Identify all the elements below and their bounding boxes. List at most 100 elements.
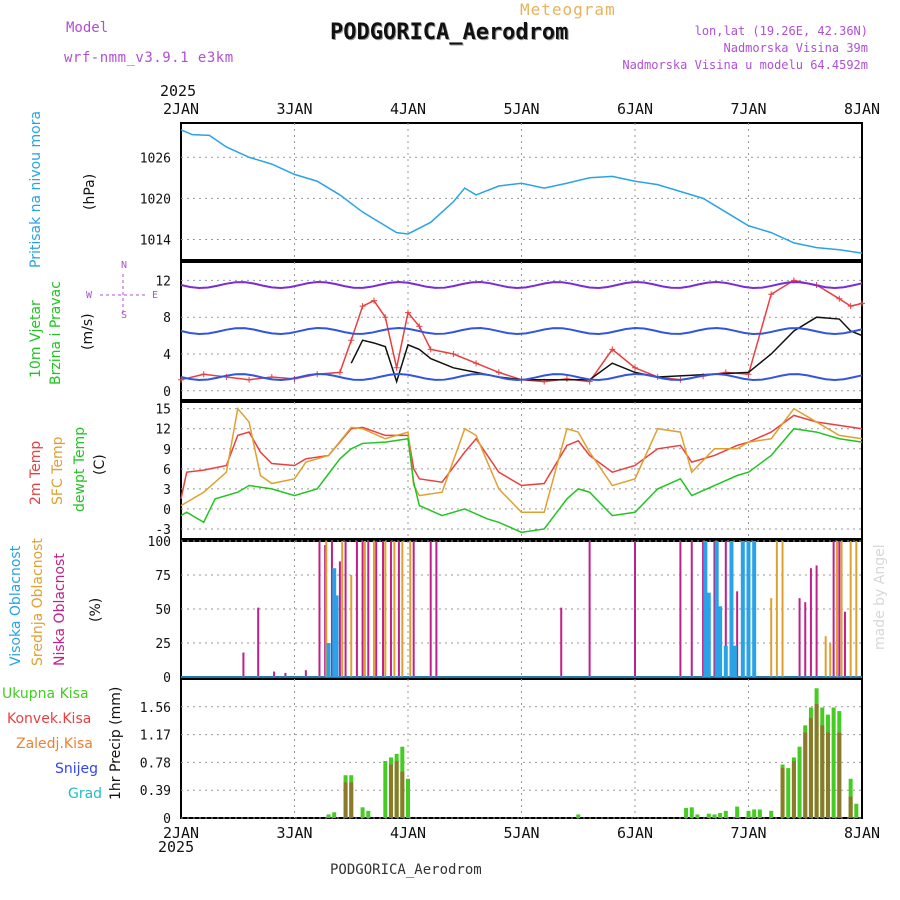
- cloud-bar: [363, 541, 366, 677]
- x-tick-label-top: 4JAN: [390, 100, 426, 118]
- compass-s: S: [121, 310, 127, 321]
- x-tick-label-top: 8JAN: [844, 100, 880, 118]
- precip-bar: [689, 807, 694, 818]
- precip-bar: [757, 809, 762, 818]
- cloud-bar: [325, 541, 328, 677]
- wind-speed-marker: [416, 323, 423, 330]
- cloud-bar: [729, 541, 734, 677]
- meteogram-label: Meteogram: [520, 0, 616, 19]
- cloud-bar: [752, 541, 757, 677]
- y-tick-label: 1020: [140, 192, 171, 207]
- wind-speed-marker: [393, 364, 400, 371]
- cloud-bar: [304, 670, 307, 677]
- y-tick-label: -3: [155, 523, 171, 538]
- cloud-bar: [397, 541, 400, 677]
- y-tick-label: 12: [155, 423, 171, 438]
- cloud-bar: [355, 541, 358, 677]
- precip-legend-conv: Konvek.Kisa: [7, 711, 92, 727]
- precip-bar: [803, 732, 808, 818]
- y-tick-label: 8: [163, 311, 171, 326]
- precip-bar: [684, 808, 689, 818]
- cloud-bar: [781, 541, 784, 677]
- x-tick-label-bottom: 7JAN: [730, 824, 766, 842]
- precip-bar: [780, 768, 785, 818]
- y-tick-label: 0: [163, 812, 171, 827]
- cloud-bar: [382, 541, 385, 677]
- compass-n: N: [121, 260, 127, 271]
- precip-bar: [735, 806, 740, 818]
- cloud-bar: [855, 541, 858, 677]
- cloud-bar: [318, 541, 321, 677]
- cloud-bar: [326, 643, 331, 677]
- wind-speed-marker: [563, 375, 570, 382]
- lonlat: lon,lat (19.26E, 42.36N): [694, 24, 868, 38]
- wind-speed-marker: [632, 364, 638, 371]
- cloud-bar: [384, 541, 387, 677]
- page-title: PODGORICA_Aerodrom: [330, 20, 569, 45]
- cloud-bar: [809, 568, 812, 677]
- precip-bar: [814, 703, 819, 818]
- cloud-bar: [409, 541, 412, 677]
- wind-speed-marker: [200, 371, 207, 378]
- panel-frame: [180, 678, 863, 819]
- y-tick-label: 1.56: [140, 701, 171, 716]
- x-tick-label-top: 2JAN: [163, 100, 199, 118]
- model-elevation: Nadmorska Visina u modelu 64.4592m: [622, 58, 868, 72]
- y-tick-label: 25: [155, 637, 171, 652]
- precip-bar: [837, 732, 842, 818]
- y-tick-label: 1026: [140, 151, 171, 166]
- precip-bar: [394, 760, 399, 818]
- cloud-bar: [284, 672, 287, 677]
- y-tick-label: 75: [155, 569, 171, 584]
- x-tick-label-bottom: 8JAN: [844, 824, 880, 842]
- precip-bar: [712, 814, 717, 818]
- wind-direction-band: [180, 326, 863, 336]
- wind-speed-marker: [336, 369, 343, 376]
- temp-line-1: [180, 406, 863, 514]
- y-tick-label: 0.78: [140, 756, 171, 771]
- cloud-bar: [372, 541, 375, 677]
- cloud-bar: [798, 598, 801, 677]
- cloud-bar: [849, 541, 852, 677]
- cloud-bar: [393, 541, 396, 677]
- panel-frame: [180, 401, 863, 540]
- cloud-bar: [746, 541, 751, 677]
- precip-bar: [349, 782, 354, 818]
- precip-bar: [831, 707, 836, 818]
- model-label: Model: [66, 20, 109, 36]
- cloud-bar: [804, 602, 807, 677]
- cloud-bar: [375, 541, 378, 677]
- cloud-bar: [824, 636, 827, 677]
- y-tick-label: 0.39: [140, 784, 171, 799]
- x-tick-label-bottom: 5JAN: [503, 824, 539, 842]
- precip-bar: [820, 725, 825, 818]
- cloud-bar: [273, 671, 276, 677]
- cloud-bar: [389, 541, 392, 677]
- precip-bar: [791, 760, 796, 818]
- y-tick-label: 3: [163, 483, 171, 498]
- x-tick-label-top: 5JAN: [503, 100, 539, 118]
- cloud-bar: [706, 592, 711, 677]
- cloud-bar: [840, 541, 843, 677]
- cloud-bar: [324, 545, 327, 677]
- cloud-bar: [401, 541, 404, 677]
- x-tick-label-bottom: 6JAN: [617, 824, 653, 842]
- elevation: Nadmorska Visina 39m: [723, 41, 869, 55]
- cloud-bar: [843, 611, 846, 677]
- precip-bar: [366, 810, 371, 818]
- y-tick-label: 4: [163, 348, 171, 363]
- precip-bar: [343, 782, 348, 818]
- y-tick-label: 1014: [140, 233, 171, 248]
- precip-bar: [723, 810, 728, 818]
- cloud-bar: [703, 541, 708, 677]
- cloud-bar: [412, 541, 415, 677]
- cloud-bar: [588, 541, 591, 677]
- cloud-bar: [713, 541, 716, 677]
- y-tick-label: 50: [155, 603, 171, 618]
- y-tick-label: 1.17: [140, 729, 171, 744]
- x-tick-label-bottom: 2JAN: [163, 824, 199, 842]
- cloud-bar: [242, 652, 245, 677]
- cloud-bar: [690, 541, 693, 677]
- precip-bar: [718, 813, 723, 818]
- year-bottom: 2025: [158, 838, 195, 856]
